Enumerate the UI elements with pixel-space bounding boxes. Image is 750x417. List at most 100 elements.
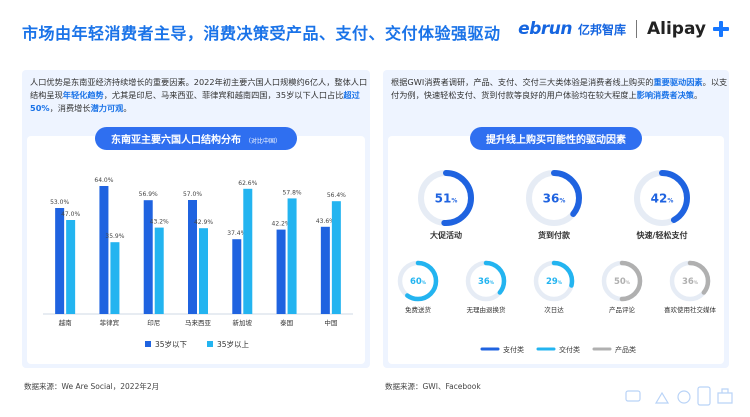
- gauge-arc: [601, 260, 643, 302]
- legend-swatch: [145, 341, 151, 347]
- bar: [154, 227, 164, 314]
- bar-value-label: 62.6%: [238, 180, 257, 187]
- gauge-label: 产品评论: [609, 305, 636, 314]
- bar-value-label: 42.2%: [272, 221, 291, 228]
- category-label: 越南: [59, 318, 72, 327]
- gauge: 60% 免费送货: [397, 260, 439, 314]
- highlight-text: 超过50%: [30, 90, 360, 113]
- gauge-arc: [526, 170, 582, 226]
- bar-value-label: 47.0%: [61, 211, 80, 218]
- gauge-value: 36%: [478, 277, 495, 287]
- drivers-intro: 根据GWI消费者调研，产品、支付、交付三大类体验是消费者线上购买的重要驱动因素。…: [391, 76, 729, 102]
- highlight-text: 潜力可观: [90, 103, 124, 113]
- intro-text: 。: [123, 103, 132, 113]
- coin-icon: [677, 390, 691, 404]
- gauge: 36% 喜欢使用社交媒体: [664, 260, 717, 314]
- population-chart-card: 东南亚主要六国人口结构分布 （对比中国） 53.0% 47.0% 越南 64.0% 35.…: [27, 127, 365, 364]
- population-panel: 人口优势是东南亚经济持续增长的重要因素。2022年初主要六国人口规模约6亿人，整…: [22, 70, 370, 368]
- gauge-center: [539, 266, 569, 296]
- gauge-center: [641, 177, 683, 219]
- highlight-text: 影响消费者决策: [636, 90, 694, 100]
- gauge-arc: [465, 260, 507, 302]
- bar-value-label: 57.8%: [283, 189, 302, 196]
- page-title: 市场由年轻消费者主导，消费决策受产品、支付、交付体验强驱动: [22, 24, 501, 43]
- drivers-source: 数据来源：GWI、Facebook: [385, 382, 481, 391]
- bar-value-label: 42.9%: [194, 219, 213, 226]
- bar-value-label: 56.9%: [139, 191, 158, 198]
- bar: [143, 200, 153, 314]
- drivers-chart-card: 提升线上购买可能性的驱动因素 51% 大促活动 36% 货到付款 42% 快速/轻松支付 6…: [388, 127, 724, 364]
- gauge-value: 29%: [546, 277, 563, 287]
- bar: [243, 188, 253, 314]
- bar-value-label: 43.2%: [150, 219, 169, 226]
- population-chart-title: 东南亚主要六国人口结构分布 （对比中国）: [94, 127, 298, 150]
- population-chart-title-text: 东南亚主要六国人口结构分布: [110, 135, 241, 146]
- highlight-text: 重要驱动因素: [653, 77, 703, 87]
- legend-swatch: [207, 341, 213, 347]
- bar-value-label: 57.0%: [183, 191, 202, 198]
- gauge-arc: [397, 260, 439, 302]
- gauge-center: [675, 266, 705, 296]
- legend-label: 产品类: [615, 345, 636, 354]
- population-source: 数据来源：We Are Social，2022年2月: [24, 382, 160, 391]
- legend-label: 35岁以下: [155, 339, 188, 349]
- bar-value-label: 64.0%: [94, 177, 113, 184]
- legend-label: 35岁以上: [217, 339, 250, 349]
- gauge-value: 50%: [614, 277, 631, 287]
- gauge-label: 免费送货: [405, 305, 432, 314]
- bar: [320, 226, 330, 314]
- gauge-label: 喜欢使用社交媒体: [664, 305, 717, 314]
- intro-text: 。: [693, 90, 703, 100]
- intro-text: ，尤其是印尼、马来西亚、菲律宾和越南四国，35岁以下人口占比: [103, 90, 344, 100]
- gauge-arc: [418, 170, 474, 226]
- gauge: 42%快速/轻松支付: [634, 170, 690, 240]
- bar: [55, 208, 65, 314]
- alipay-logo: Alipay: [646, 19, 706, 39]
- gauge-label: 大促活动: [430, 230, 462, 240]
- legend-label: 交付类: [559, 345, 580, 354]
- category-label: 中国: [324, 318, 337, 327]
- gauge-label: 无理由退换货: [467, 305, 507, 314]
- drivers-chart-title: 提升线上购买可能性的驱动因素: [470, 127, 642, 150]
- bar: [188, 200, 197, 314]
- intro-text: 根据GWI消费者调研，产品、支付、交付三大类体验是消费者线上购买的: [391, 77, 654, 87]
- bar: [110, 242, 120, 314]
- decorative-icons: [625, 386, 733, 406]
- gauge-center: [471, 266, 501, 296]
- logo-group: ebrun 亿邦智库 Alipay: [518, 19, 730, 39]
- gauge-arc: [533, 260, 575, 302]
- highlight-text: 年轻化趋势: [62, 90, 104, 100]
- alipay-plus-icon: [712, 20, 730, 38]
- gauge-value: 60%: [410, 277, 427, 287]
- gauge: 36% 无理由退换货: [465, 260, 507, 314]
- intro-text: ，消费增长: [49, 103, 91, 113]
- gauge-label: 货到付款: [537, 230, 571, 240]
- gauge-label: 次日达: [544, 305, 564, 314]
- gauge-value: 36%: [682, 277, 699, 287]
- bar-value-label: 37.4%: [227, 230, 246, 237]
- gauge: 51%大促活动: [418, 170, 474, 240]
- bag-icon: [717, 388, 733, 404]
- bar-value-label: 56.4%: [327, 192, 346, 199]
- population-intro: 人口优势是东南亚经济持续增长的重要因素。2022年初主要六国人口规模约6亿人，整…: [30, 76, 370, 115]
- bar: [287, 198, 297, 314]
- gauge: 50% 产品评论: [601, 260, 643, 314]
- legend-label: 支付类: [503, 345, 524, 354]
- gauge: 29% 次日达: [533, 260, 575, 314]
- drivers-gauge-chart: 51%大促活动36%货到付款42%快速/轻松支付60%免费送货36%无理由退换货…: [397, 170, 717, 354]
- category-label: 菲律宾: [100, 318, 120, 327]
- drivers-panel: 根据GWI消费者调研，产品、支付、交付三大类体验是消费者线上购买的重要驱动因素。…: [383, 70, 729, 368]
- gauge-center: [607, 266, 637, 296]
- gauge: 36%货到付款: [526, 170, 582, 240]
- population-chart-subtitle: （对比中国）: [244, 138, 282, 145]
- category-label: 马来西亚: [185, 319, 212, 327]
- category-label: 印尼: [147, 319, 160, 327]
- bar: [66, 220, 76, 314]
- gauge-center: [425, 177, 467, 219]
- phone-icon: [697, 386, 711, 406]
- category-label: 泰国: [280, 318, 293, 327]
- bar: [199, 228, 208, 314]
- category-label: 新加坡: [233, 318, 253, 327]
- bar-value-label: 53.0%: [50, 199, 69, 206]
